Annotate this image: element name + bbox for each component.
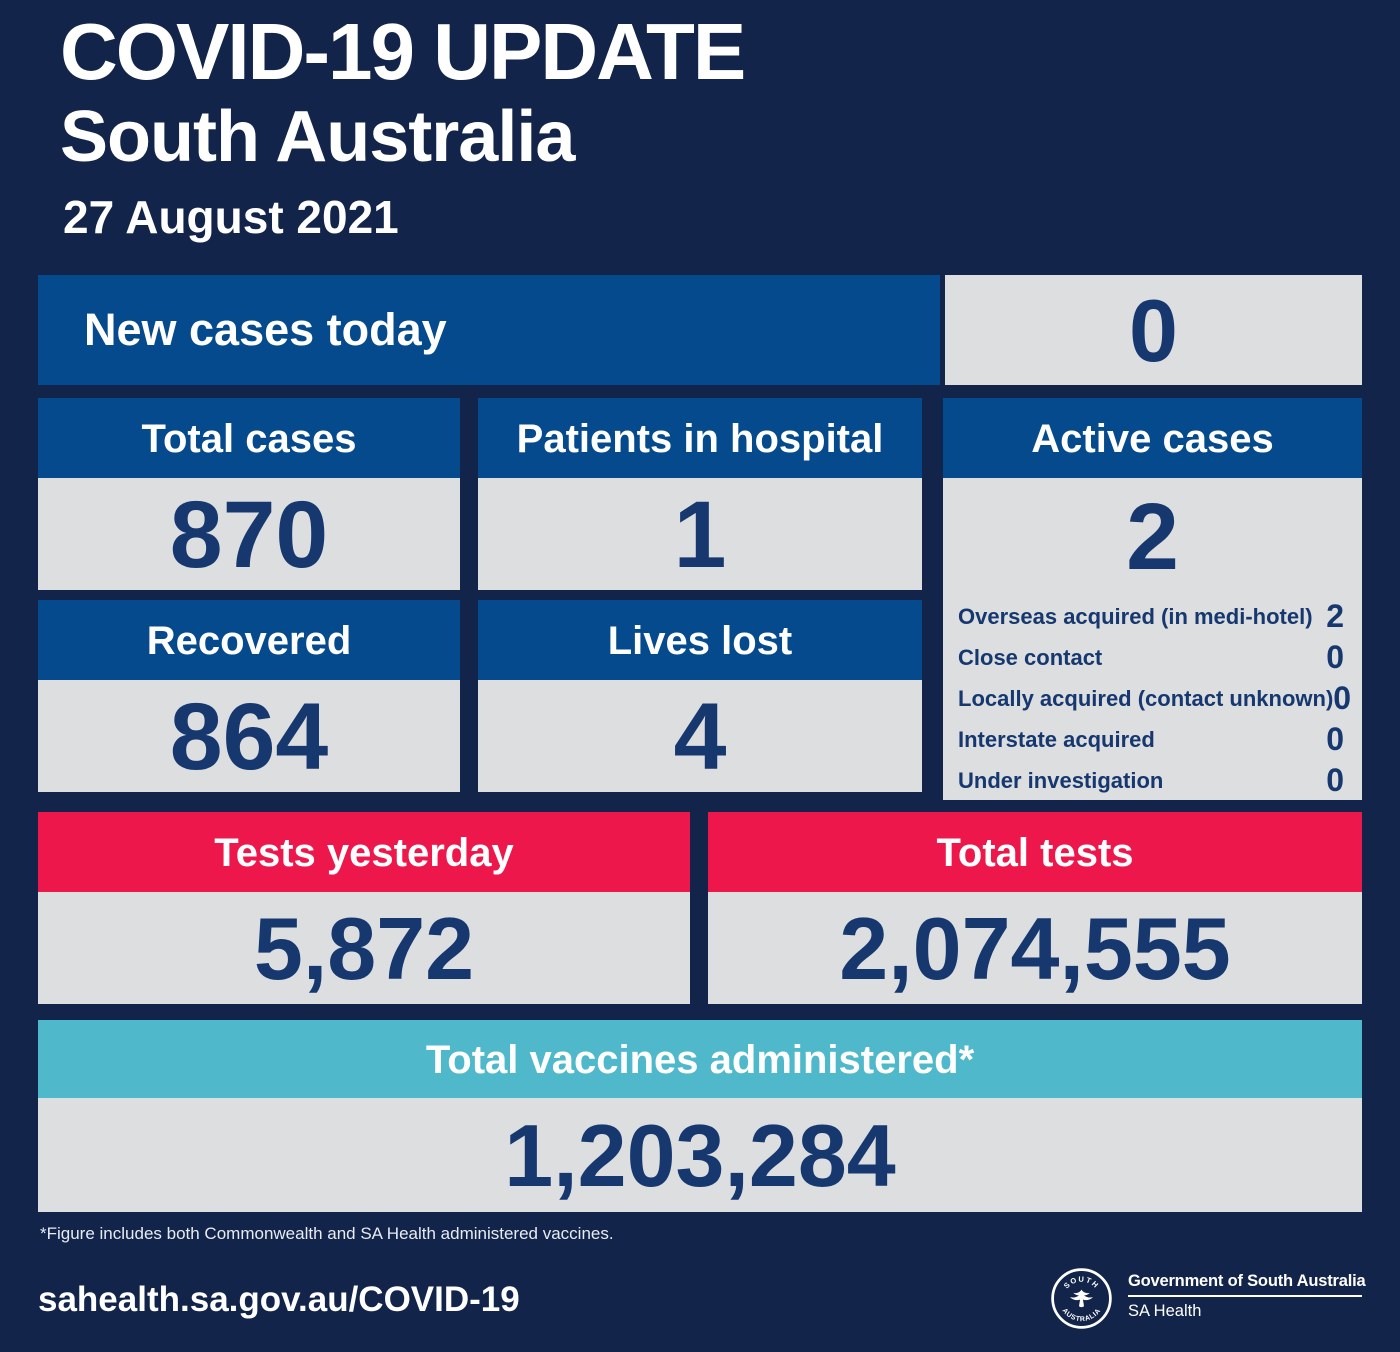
breakdown-value: 0 <box>1326 762 1344 798</box>
lives-lost-card: Lives lost 4 <box>478 600 922 792</box>
total-cases-value: 870 <box>169 482 329 588</box>
breakdown-label: Under investigation <box>958 767 1164 793</box>
breakdown-label: Locally acquired (contact unknown) <box>958 685 1334 711</box>
recovered-header: Recovered <box>38 600 460 680</box>
tests-yesterday-header: Tests yesterday <box>38 812 690 892</box>
svg-text:AUSTRALIA: AUSTRALIA <box>1061 1307 1103 1323</box>
total-vaccines-value: 1,203,284 <box>504 1106 896 1205</box>
breakdown-row: Close contact 0 <box>958 637 1344 678</box>
page-subtitle: South Australia <box>60 97 575 177</box>
breakdown-value: 0 <box>1333 680 1352 716</box>
south-australia-seal-icon: SOUTH AUSTRALIA <box>1051 1268 1112 1329</box>
vaccines-footnote: *Figure includes both Commonwealth and S… <box>40 1224 614 1243</box>
breakdown-label: Close contact <box>958 644 1103 670</box>
breakdown-label: Interstate acquired <box>958 726 1155 752</box>
svg-text:SOUTH: SOUTH <box>1062 1275 1101 1291</box>
seal-text-top: SOUTH <box>1062 1275 1100 1291</box>
page-title: COVID-19 UPDATE <box>60 7 746 96</box>
patients-in-hospital-card: Patients in hospital 1 <box>478 398 922 590</box>
active-cases-breakdown: Overseas acquired (in medi-hotel) 2 Clos… <box>943 590 1362 801</box>
department-name: SA Health <box>1128 1302 1202 1320</box>
breakdown-value: 0 <box>1326 639 1344 675</box>
breakdown-label: Overseas acquired (in medi-hotel) <box>958 603 1313 629</box>
new-cases-banner: New cases today <box>38 275 940 385</box>
seal-text-bottom: AUSTRALIA <box>1061 1307 1102 1323</box>
lives-lost-header: Lives lost <box>478 600 922 680</box>
piping-shrike-icon <box>1069 1289 1094 1308</box>
sa-health-url: sahealth.sa.gov.au/COVID-19 <box>38 1280 520 1319</box>
patients-in-hospital-header: Patients in hospital <box>478 398 922 478</box>
government-name: Government of South Australia <box>1128 1272 1366 1290</box>
new-cases-value: 0 <box>945 275 1362 385</box>
total-vaccines-header: Total vaccines administered* <box>38 1020 1362 1098</box>
tests-yesterday-value: 5,872 <box>253 899 475 998</box>
breakdown-row: Under investigation 0 <box>958 760 1344 801</box>
government-branding: Government of South Australia SA Health <box>1128 1272 1366 1321</box>
active-cases-card: Active cases 2 Overseas acquired (in med… <box>943 398 1362 800</box>
active-cases-value: 2 <box>1126 484 1179 590</box>
total-tests-card: Total tests 2,074,555 <box>708 812 1362 1004</box>
breakdown-value: 0 <box>1326 721 1344 757</box>
total-vaccines-card: Total vaccines administered* 1,203,284 <box>38 1020 1362 1212</box>
branding-divider <box>1128 1295 1362 1297</box>
recovered-value: 864 <box>169 684 329 790</box>
active-cases-header: Active cases <box>943 398 1362 478</box>
total-cases-card: Total cases 870 <box>38 398 460 590</box>
tests-yesterday-card: Tests yesterday 5,872 <box>38 812 690 1004</box>
report-date: 27 August 2021 <box>63 191 399 243</box>
breakdown-row: Interstate acquired 0 <box>958 719 1344 760</box>
breakdown-row: Locally acquired (contact unknown) 0 <box>958 678 1351 719</box>
lives-lost-value: 4 <box>673 684 727 790</box>
total-cases-header: Total cases <box>38 398 460 478</box>
breakdown-value: 2 <box>1326 598 1344 634</box>
total-tests-header: Total tests <box>708 812 1362 892</box>
recovered-card: Recovered 864 <box>38 600 460 792</box>
patients-in-hospital-value: 1 <box>673 482 727 588</box>
total-tests-value: 2,074,555 <box>839 899 1231 998</box>
breakdown-row: Overseas acquired (in medi-hotel) 2 <box>958 596 1344 637</box>
new-cases-label: New cases today <box>84 304 447 355</box>
